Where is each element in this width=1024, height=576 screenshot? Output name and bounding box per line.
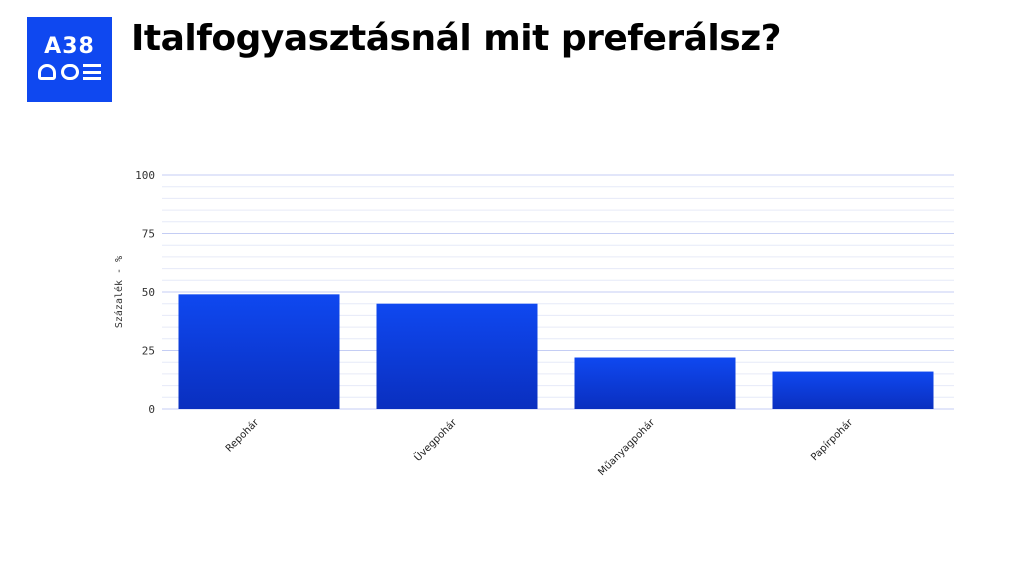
y-tick-label: 25 (142, 345, 155, 358)
bar (178, 294, 340, 409)
bar (574, 357, 736, 409)
bar (772, 371, 934, 409)
logo-circle-mark (60, 64, 79, 80)
x-tick-label: Üvegpohár (411, 415, 460, 464)
logo: A38 (27, 17, 112, 102)
logo-bars-mark (83, 64, 101, 80)
y-tick-label: 75 (142, 228, 155, 241)
y-tick-label: 100 (135, 169, 155, 182)
page-title: Italfogyasztásnál mit preferálsz? (131, 18, 782, 59)
y-axis-label: Százalék - % (113, 256, 125, 328)
y-tick-label: 0 (148, 403, 155, 416)
logo-text: A38 (44, 34, 95, 59)
x-tick-label: Repohár (223, 416, 262, 455)
y-tick-label: 50 (142, 286, 155, 299)
logo-arch-mark (38, 64, 56, 80)
x-tick-label: Műanyagpohár (596, 416, 658, 478)
bars (178, 294, 934, 409)
x-tick-label: Papírpohár (808, 416, 855, 463)
logo-emblem (38, 64, 101, 80)
bar (376, 303, 538, 409)
